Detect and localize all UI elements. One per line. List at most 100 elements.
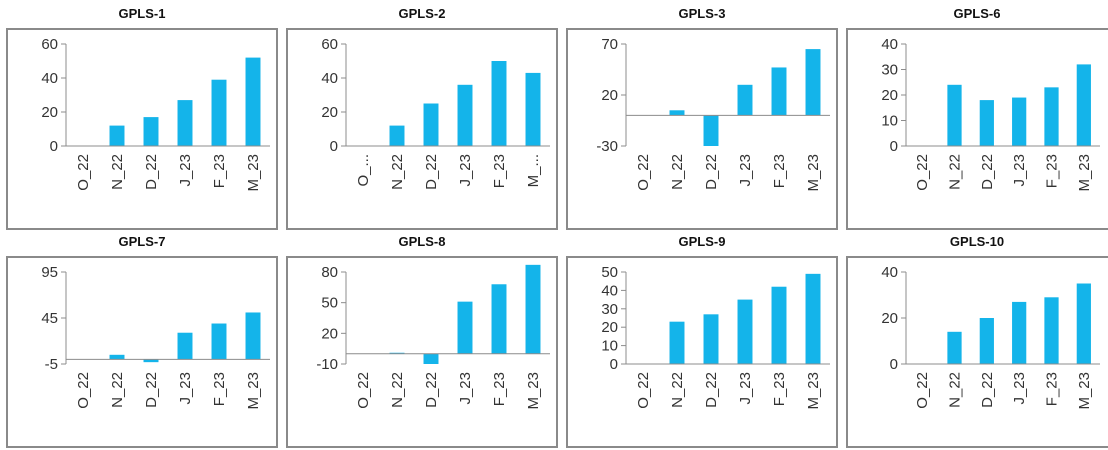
x-tick-label: F_23	[211, 372, 228, 406]
x-tick-label: N_22	[947, 372, 964, 408]
chart-title: GPLS-2	[398, 6, 446, 21]
chart-frame: -10 20 50 80 O_22 N_22 D_22 J_23 F_23 M_23	[286, 256, 558, 448]
bar	[457, 301, 473, 354]
y-tick-label: 10	[601, 338, 618, 355]
bar	[703, 314, 719, 364]
y-tick-label: -30	[596, 138, 618, 155]
chart-panel-gpls-8: GPLS-8 -10 20 50 80 O_22 N_22 D_22 J_23 F_23 M_23	[286, 234, 558, 448]
x-tick-label: F_23	[1044, 154, 1061, 188]
x-tick-label: J_23	[457, 154, 474, 187]
bar	[177, 332, 193, 360]
x-tick-label: F_23	[211, 154, 228, 188]
x-tick-label: D_22	[979, 372, 996, 408]
bar-chart-gpls-10: 0 20 40 O_22 N_22 D_22 J_23 F_23 M_23	[881, 264, 1100, 410]
y-tick-label: 20	[321, 325, 338, 342]
chart-panel-gpls-7: GPLS-7 -5 45 95 O_22 N_22 D_22 J_23 F_23 M_23	[6, 234, 278, 448]
bar-chart-gpls-8: -10 20 50 80 O_22 N_22 D_22 J_23 F_23 M_23	[316, 264, 550, 410]
chart-frame: 0 10 20 30 40 50 O_22 N_22 D_22 J_23 F_23 M_23	[566, 256, 838, 448]
bar-chart-gpls-3: -30 20 70 O_22 N_22 D_22 J_23 F_23 M_23	[596, 36, 830, 192]
y-tick-label: 50	[321, 295, 338, 312]
x-tick-label: D_22	[143, 372, 160, 408]
chart-panel-gpls-9: GPLS-9 0 10 20 30 40 50 O_22 N_22 D_22 J_23 F_23 M_…	[566, 234, 838, 448]
x-tick-label: M_23	[525, 372, 542, 410]
chart-title: GPLS-6	[953, 6, 1001, 21]
bar	[457, 84, 473, 146]
y-tick-label: 20	[601, 319, 618, 336]
bar	[805, 49, 821, 116]
y-tick-label: 40	[881, 264, 898, 281]
bar	[423, 103, 439, 146]
x-tick-label: M_23	[245, 372, 262, 410]
chart-frame: 0 20 40 O_22 N_22 D_22 J_23 F_23 M_23	[846, 256, 1108, 448]
bar	[491, 284, 507, 354]
bar	[109, 354, 125, 360]
bar	[525, 264, 541, 354]
bar	[1076, 64, 1091, 146]
x-tick-label: M_23	[1076, 154, 1093, 192]
chart-frame: 0 10 20 30 40 O_22 N_22 D_22 J_23 F_23 M_23	[846, 28, 1108, 230]
bar	[211, 323, 227, 360]
bar	[245, 57, 261, 146]
x-tick-label: O_...	[355, 154, 372, 187]
bar	[771, 67, 787, 116]
chart-frame: 0 20 40 60 O_22 N_22 D_22 J_23 F_23 M_23	[6, 28, 278, 230]
bar	[805, 273, 821, 364]
bar-chart-gpls-2: 0 20 40 60 O_... N_22 D_22 J_23 F_23 M_...	[321, 36, 550, 190]
y-tick-label: 20	[41, 104, 58, 121]
chart-title: GPLS-8	[398, 234, 446, 249]
x-tick-label: J_23	[457, 372, 474, 405]
bar	[669, 110, 685, 116]
bar	[389, 352, 405, 354]
bar	[737, 299, 753, 364]
x-tick-label: M_...	[525, 154, 542, 187]
x-tick-label: D_22	[423, 154, 440, 190]
bar	[979, 318, 994, 364]
x-tick-label: M_23	[245, 154, 262, 192]
bar-chart-gpls-1: 0 20 40 60 O_22 N_22 D_22 J_23 F_23 M_23	[41, 36, 270, 192]
bar	[423, 353, 439, 364]
bar	[1012, 97, 1027, 146]
x-tick-label: O_22	[635, 372, 652, 409]
x-tick-label: F_23	[491, 372, 508, 406]
y-tick-label: 60	[321, 36, 338, 53]
x-tick-label: O_22	[355, 372, 372, 409]
x-tick-label: D_22	[143, 154, 160, 190]
bar	[177, 100, 193, 146]
x-tick-label: F_23	[771, 154, 788, 188]
bar	[389, 125, 405, 146]
x-tick-label: D_22	[703, 154, 720, 190]
x-tick-label: J_23	[737, 372, 754, 405]
bar	[143, 359, 159, 363]
bar-chart-gpls-6: 0 10 20 30 40 O_22 N_22 D_22 J_23 F_23 M_23	[881, 36, 1100, 192]
x-tick-label: O_22	[75, 154, 92, 191]
chart-frame: 0 20 40 60 O_... N_22 D_22 J_23 F_23 M_...	[286, 28, 558, 230]
y-tick-label: 0	[890, 356, 898, 373]
y-tick-label: 0	[330, 138, 338, 155]
y-tick-label: 20	[601, 87, 618, 104]
chart-title: GPLS-10	[949, 234, 1005, 249]
bar	[669, 321, 685, 364]
y-tick-label: 0	[50, 138, 58, 155]
y-tick-label: 10	[881, 113, 898, 130]
y-tick-label: 40	[41, 70, 58, 87]
bar	[1044, 297, 1059, 364]
y-tick-label: 0	[890, 138, 898, 155]
bar	[979, 100, 994, 146]
x-tick-label: M_23	[805, 154, 822, 192]
chart-frame: -5 45 95 O_22 N_22 D_22 J_23 F_23 M_23	[6, 256, 278, 448]
x-tick-label: J_23	[1011, 154, 1028, 187]
x-tick-label: F_23	[771, 372, 788, 406]
chart-frame: -30 20 70 O_22 N_22 D_22 J_23 F_23 M_23	[566, 28, 838, 230]
x-tick-label: F_23	[491, 154, 508, 188]
chart-panel-gpls-1: GPLS-1 0 20 40 60 O_22 N_22 D_22 J_23 F_23 M_23	[6, 6, 278, 230]
x-tick-label: O_22	[914, 154, 931, 191]
y-tick-label: 20	[881, 87, 898, 104]
bar	[1076, 283, 1091, 364]
y-tick-label: 45	[41, 310, 58, 327]
y-tick-label: 50	[601, 264, 618, 281]
chart-panel-gpls-6: GPLS-6 0 10 20 30 40 O_22 N_22 D_22 J_23 F_23 M_23	[846, 6, 1108, 230]
bar	[143, 117, 159, 146]
y-tick-label: 0	[610, 356, 618, 373]
bar	[491, 61, 507, 146]
y-tick-label: 40	[321, 70, 338, 87]
